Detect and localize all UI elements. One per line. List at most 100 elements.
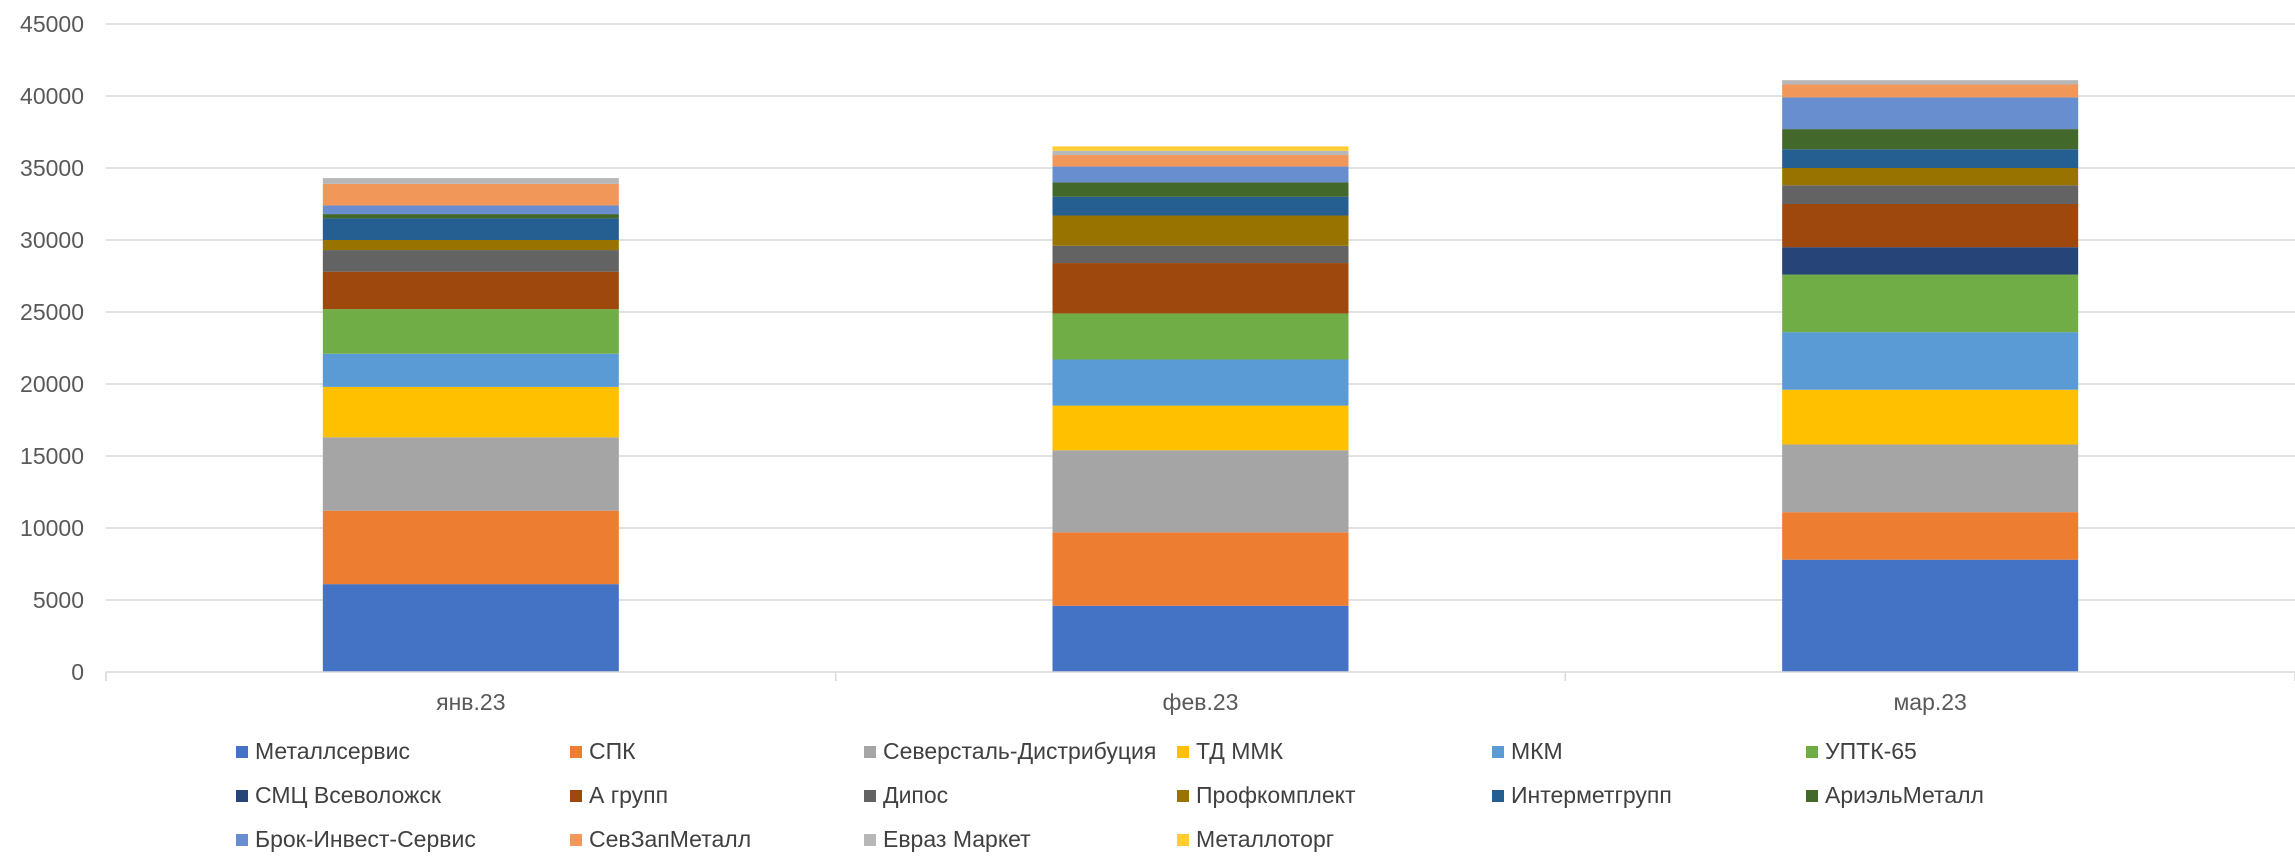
legend-swatch xyxy=(864,745,876,758)
legend-swatch xyxy=(864,789,876,802)
bar-segment xyxy=(322,214,619,219)
legend-item: Профкомплект xyxy=(1177,782,1355,809)
legend-swatch xyxy=(1177,789,1189,802)
legend-item: АриэльМеталл xyxy=(1806,782,1984,809)
legend-swatch xyxy=(1806,745,1818,758)
bar-segment xyxy=(322,218,619,240)
bar-segment xyxy=(1052,150,1349,156)
y-tick-label: 20000 xyxy=(20,371,84,397)
legend-item: Северсталь-Дистрибуция xyxy=(864,738,1156,765)
legend-swatch xyxy=(570,833,582,846)
bar-segment xyxy=(1782,97,2079,130)
legend-item: Металлоторг xyxy=(1177,826,1334,853)
bar-segment xyxy=(1052,166,1349,183)
legend-item: Евраз Маркет xyxy=(864,826,1031,853)
bars xyxy=(322,80,2079,672)
bar-segment xyxy=(1782,559,2079,672)
legend-label: АриэльМеталл xyxy=(1825,782,1984,808)
legend-item: Дипос xyxy=(864,782,948,809)
legend-label: Брок-Инвест-Сервис xyxy=(255,826,476,852)
bar-segment xyxy=(1052,532,1349,606)
bar-segment xyxy=(1052,245,1349,264)
legend-swatch xyxy=(236,745,248,758)
legend-label: СПК xyxy=(589,738,636,764)
bar-segment xyxy=(1782,168,2079,186)
legend-item: СМЦ Всеволожск xyxy=(236,782,441,809)
legend-swatch xyxy=(1806,789,1818,802)
bar-segment xyxy=(1782,84,2079,98)
y-tick-label: 40000 xyxy=(20,83,84,109)
legend-label: Интерметгрупп xyxy=(1511,782,1672,808)
legend-label: Северсталь-Дистрибуция xyxy=(883,738,1157,764)
legend-swatch xyxy=(570,789,582,802)
bar-segment xyxy=(1782,129,2079,150)
legend-label: СМЦ Всеволожск xyxy=(255,782,441,808)
bar-segment xyxy=(322,584,619,672)
legend-item: ТД ММК xyxy=(1177,738,1283,765)
bar-segment xyxy=(1052,405,1349,451)
bar-segment xyxy=(322,240,619,251)
bar-segment xyxy=(322,353,619,387)
bar-segment xyxy=(1052,313,1349,360)
bar-segment xyxy=(322,386,619,438)
bar-segment xyxy=(1782,80,2079,85)
bar-segment xyxy=(1052,450,1349,533)
bar-segment xyxy=(1052,196,1349,216)
legend-item: А групп xyxy=(570,782,668,809)
legend-label: УПТК-65 xyxy=(1825,738,1917,764)
legend-label: СевЗапМеталл xyxy=(589,826,752,852)
bar-segment xyxy=(1782,204,2079,248)
bar-segment xyxy=(1052,182,1349,197)
bar-segment xyxy=(322,183,619,206)
bar-segment xyxy=(322,309,619,354)
bar-segment xyxy=(1052,605,1349,672)
x-axis-tick-labels: янв.23 фев.23 мар.23 xyxy=(436,689,1967,715)
bar-segment xyxy=(1782,185,2079,204)
legend-item: Интерметгрупп xyxy=(1492,782,1672,809)
legend-swatch xyxy=(1177,833,1189,846)
legend-swatch xyxy=(570,745,582,758)
y-tick-label: 5000 xyxy=(33,587,84,613)
legend-label: ТД ММК xyxy=(1196,738,1283,764)
y-tick-label: 45000 xyxy=(20,11,84,37)
legend-swatch xyxy=(236,789,248,802)
legend-item: Металлсервис xyxy=(236,738,410,765)
bar-segment xyxy=(1782,247,2079,275)
legend-item: СПК xyxy=(570,738,636,765)
legend-label: Евраз Маркет xyxy=(883,826,1031,852)
legend-swatch xyxy=(1492,789,1504,802)
bar-segment xyxy=(1052,146,1349,151)
legend-label: А групп xyxy=(589,782,669,808)
bar-segment xyxy=(1052,215,1349,246)
legend-label: Металлоторг xyxy=(1196,826,1335,852)
y-tick-label: 35000 xyxy=(20,155,84,181)
bar-segment xyxy=(1782,149,2079,168)
y-tick-label: 30000 xyxy=(20,227,84,253)
y-tick-label: 15000 xyxy=(20,443,84,469)
bar-segment xyxy=(1782,512,2079,560)
bar-segment xyxy=(1782,389,2079,445)
bar-segment xyxy=(1782,444,2079,513)
legend-item: Брок-Инвест-Сервис xyxy=(236,826,476,853)
legend-swatch xyxy=(236,833,248,846)
x-tick-label: фев.23 xyxy=(1163,689,1239,715)
axes xyxy=(105,671,2295,681)
bar-segment xyxy=(322,178,619,184)
y-tick-label: 0 xyxy=(71,659,84,685)
legend-item: СевЗапМеталл xyxy=(570,826,751,853)
bar-segment xyxy=(1052,155,1349,167)
legend-label: Дипос xyxy=(883,782,949,808)
y-axis-tick-labels: 0 5000 10000 15000 20000 25000 30000 35000 40000… xyxy=(20,11,84,685)
legend-item: УПТК-65 xyxy=(1806,738,1917,765)
y-tick-label: 10000 xyxy=(20,515,84,541)
x-tick-label: мар.23 xyxy=(1893,689,1966,715)
bar-segment xyxy=(322,205,619,215)
bar-segment xyxy=(322,250,619,272)
y-tick-label: 25000 xyxy=(20,299,84,325)
bar-segment xyxy=(1052,359,1349,406)
legend-swatch xyxy=(1492,745,1504,758)
bar-segment xyxy=(322,510,619,585)
legend-label: МКМ xyxy=(1511,738,1563,764)
legend-swatch xyxy=(1177,745,1189,758)
